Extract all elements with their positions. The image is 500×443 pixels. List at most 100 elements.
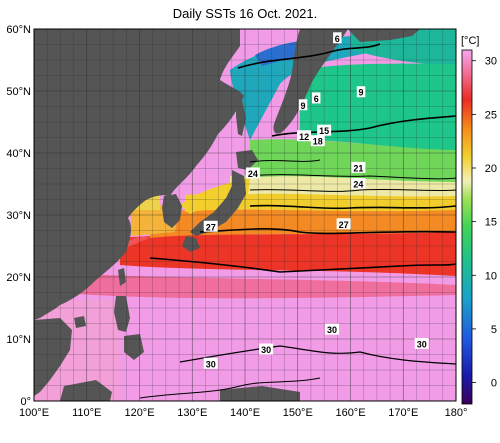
colorbar-gradient [461, 49, 473, 405]
isotherm-label-30: 30 [325, 323, 340, 335]
isotherm-label-text: 27 [339, 220, 349, 230]
longitude-tick-label: 120°E [124, 407, 154, 419]
latitude-tick-label: 10°N [6, 334, 31, 346]
isotherm-label-text: 21 [353, 163, 363, 173]
latitude-tick-label: 20°N [6, 272, 31, 284]
subtropical-red-band [120, 232, 456, 276]
isotherm-label-background [336, 218, 351, 230]
isotherm-30-south-line [139, 377, 321, 399]
isotherm-label-30: 30 [203, 357, 218, 369]
colorbar-tick-label: 10 [485, 270, 497, 282]
teal-band [300, 62, 456, 150]
isotherm-label-background [298, 99, 308, 111]
isotherm-label-21: 21 [351, 161, 366, 173]
longitude-tick-label: 150°E [283, 407, 313, 419]
philippines-south [124, 334, 144, 360]
latitude-tick-label: 40°N [6, 148, 31, 160]
isotherm-label-30: 30 [259, 343, 274, 355]
isotherm-label-6: 6 [333, 32, 342, 44]
isotherm-label-9: 9 [356, 86, 366, 98]
colorbar-tick-label: 0 [491, 378, 497, 390]
latitude-tick-label: 0° [20, 396, 31, 408]
isotherm-30-line [179, 345, 456, 365]
borneo [60, 380, 112, 401]
kamchatka [273, 29, 348, 134]
isotherm-label-text: 6 [314, 94, 319, 104]
isotherm-18-line [249, 188, 456, 192]
isotherm-label-text: 30 [206, 359, 216, 369]
isotherm-label-background [297, 130, 312, 142]
longitude-tick-label: 140°E [230, 407, 260, 419]
hokkaido [236, 150, 258, 170]
isotherm-label-text: 9 [359, 88, 364, 98]
new-guinea [220, 386, 300, 401]
map-frame [33, 28, 457, 402]
latitude-tick-label: 60°N [6, 24, 31, 36]
indochina [34, 318, 72, 396]
kyushu-shikoku [182, 236, 200, 252]
isotherm-label-text: 9 [301, 101, 306, 111]
isotherm-label-24: 24 [245, 167, 260, 179]
isotherm-15-line [247, 174, 456, 180]
isotherm-label-background [351, 178, 366, 189]
isotherm-label-background [203, 357, 218, 369]
isotherm-label-text: 30 [417, 339, 427, 349]
green-band [250, 139, 456, 182]
latitude-tick-label: 50°N [6, 86, 31, 98]
isotherm-label-background [333, 32, 342, 44]
colorbar: [°C] 0 5 10 15 20 25 30 [461, 35, 497, 405]
isotherm-label-12: 12 [297, 130, 312, 142]
isotherm-label-background [245, 167, 260, 179]
longitude-tick-label: 100°E [19, 407, 49, 419]
isotherm-label-background [317, 124, 332, 136]
isotherm-label-text: 6 [335, 34, 340, 44]
hainan [74, 316, 86, 328]
longitude-labels: 100°E 110°E 120°E 130°E 140°E 150°E 160°E 170°E… [19, 407, 467, 419]
colorbar-tick-label: 30 [485, 56, 497, 68]
isotherm-label-background [356, 86, 366, 98]
luzon [114, 296, 130, 332]
isotherm-label-15: 15 [317, 124, 332, 136]
isotherm-label-text: 24 [248, 169, 258, 179]
isotherm-label-text: 27 [206, 222, 216, 232]
longitude-tick-label: 170°E [388, 407, 418, 419]
colorbar-tick-label: 15 [485, 217, 497, 229]
longitude-tick-label: 160°E [335, 407, 365, 419]
chukotka [348, 29, 420, 42]
isotherm-label-9: 9 [298, 99, 308, 111]
isotherm-label-background [311, 92, 321, 104]
isotherm-contours [139, 43, 456, 399]
isotherm-label-30: 30 [414, 337, 429, 349]
longitude-tick-label: 180° [445, 407, 468, 419]
sakhalin [236, 96, 246, 136]
isotherm-label-background [414, 337, 429, 349]
isotherm-label-background [325, 323, 340, 335]
longitude-tick-label: 130°E [177, 407, 207, 419]
isotherm-label-text: 30 [327, 325, 337, 335]
colorbar-tick-label: 25 [485, 109, 497, 121]
isotherm-24-line [199, 228, 456, 235]
isotherm-label-24: 24 [351, 178, 366, 190]
isotherm-21-line [249, 204, 456, 210]
colorbar-tick-label: 20 [485, 163, 497, 175]
isotherm-label-6: 6 [311, 92, 321, 104]
longitude-tick-label: 110°E [72, 407, 101, 419]
colorbar-unit-label: [°C] [461, 35, 479, 47]
isotherm-label-background [310, 135, 325, 147]
isotherm-label-27: 27 [336, 218, 351, 230]
map-title: Daily SSTs 16 Oct. 2021. [172, 6, 318, 21]
korea [162, 194, 182, 228]
isotherm-label-text: 15 [319, 126, 329, 136]
isotherm-label-18: 18 [310, 135, 325, 147]
colorbar-tick-label: 5 [491, 324, 497, 336]
isotherm-12-line [249, 159, 321, 163]
honshu [190, 170, 246, 236]
isotherm-6-line [237, 43, 381, 69]
isotherm-label-text: 24 [353, 180, 363, 190]
colorbar-ticks: 0 5 10 15 20 25 30 [472, 56, 497, 390]
isotherm-label-27: 27 [203, 220, 218, 232]
isotherm-label-background [351, 161, 366, 173]
latitude-tick-label: 30°N [6, 210, 31, 222]
